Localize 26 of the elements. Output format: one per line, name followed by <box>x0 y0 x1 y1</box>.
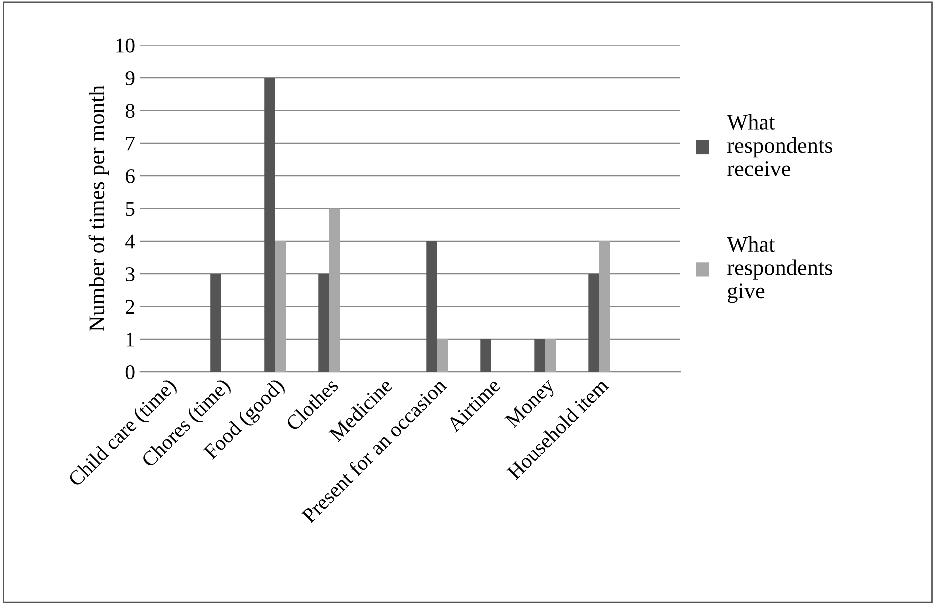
y-tick-label: 10 <box>116 38 135 53</box>
bar <box>534 339 546 372</box>
bar <box>545 339 556 372</box>
y-tick-label: 5 <box>126 202 135 216</box>
bar <box>264 78 276 372</box>
bar <box>588 274 600 372</box>
y-tick-label: 9 <box>126 71 135 86</box>
bar <box>426 241 438 372</box>
bar <box>275 241 286 372</box>
legend-label: What respondents give <box>727 236 832 304</box>
y-tick-label: 6 <box>126 169 135 184</box>
y-tick-label: 1 <box>126 332 134 347</box>
bar <box>329 208 340 372</box>
bar <box>318 274 330 372</box>
y-axis-title: Number of times per month <box>88 86 110 332</box>
y-tick-label: 7 <box>126 136 135 151</box>
y-tick-label: 8 <box>126 104 135 118</box>
y-tick-label: 2 <box>126 300 134 314</box>
bar <box>210 274 222 372</box>
y-tick-label: 0 <box>126 365 135 380</box>
bar <box>599 241 610 372</box>
bar <box>437 339 448 372</box>
y-tick-label: 4 <box>126 234 136 249</box>
legend-label: What respondents receive <box>727 114 832 176</box>
bar <box>480 339 492 372</box>
y-tick-label: 3 <box>126 268 135 282</box>
